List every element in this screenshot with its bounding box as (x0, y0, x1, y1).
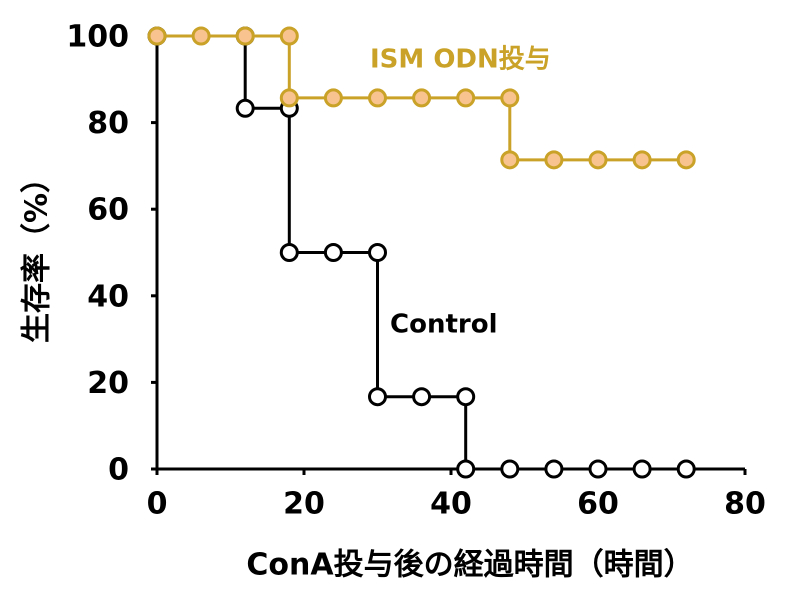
y-tick-label: 20 (87, 366, 129, 401)
x-tick-label: 20 (283, 487, 325, 522)
marker (676, 150, 696, 170)
x-tick-label: 40 (430, 487, 472, 522)
marker (412, 88, 432, 108)
x-tick-label: 60 (577, 487, 619, 522)
marker (323, 88, 343, 108)
marker (588, 150, 608, 170)
marker (323, 243, 343, 262)
marker (500, 150, 520, 170)
x-tick-label: 80 (724, 487, 766, 522)
y-tick-label: 60 (87, 193, 129, 228)
y-tick-label: 100 (66, 20, 129, 55)
marker (279, 26, 299, 46)
marker (676, 459, 696, 479)
marker (456, 387, 476, 407)
x-axis-label: ConA投与後の経過時間（時間） (246, 548, 693, 583)
y-tick-label: 80 (87, 106, 129, 141)
series-label: ISM ODN投与 (370, 45, 551, 75)
y-tick-label: 40 (87, 279, 129, 314)
marker (368, 387, 387, 407)
marker (147, 26, 167, 46)
marker (368, 243, 387, 262)
marker (191, 26, 211, 46)
survival-line (157, 34, 687, 471)
marker (500, 88, 520, 108)
y-axis-label: 生存率（%） (20, 163, 55, 343)
marker (279, 243, 299, 262)
x-tick-label: 0 (147, 487, 168, 522)
marker (544, 150, 564, 170)
marker (456, 88, 476, 108)
y-tick-label: 0 (108, 453, 129, 488)
marker (235, 98, 255, 118)
marker (235, 26, 255, 46)
marker (632, 459, 652, 479)
marker (368, 88, 387, 108)
marker (500, 459, 520, 479)
marker (632, 150, 652, 170)
marker (544, 459, 564, 479)
marker (588, 459, 608, 479)
series-label: Control (390, 310, 497, 340)
marker (456, 459, 476, 479)
marker (279, 88, 299, 108)
marker (412, 387, 432, 407)
